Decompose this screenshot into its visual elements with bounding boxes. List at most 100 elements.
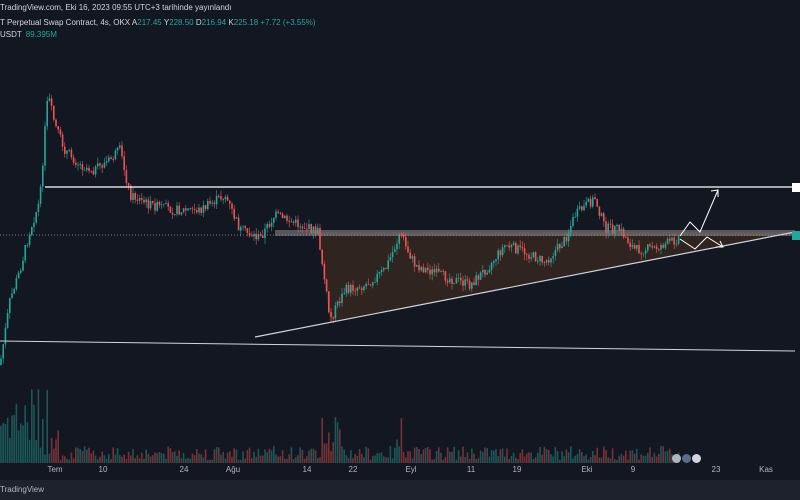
time-tick: 14 [302,465,312,474]
volume-bar [24,405,26,463]
time-tick: 9 [630,465,636,474]
flag-icon[interactable] [682,454,691,464]
volume-bar [64,456,66,463]
candle-body [405,237,407,247]
candle-body [587,198,590,203]
candle-body [653,246,656,248]
volume-bar [321,417,323,463]
candle-body [363,286,365,291]
candle-body [354,290,356,292]
volume-bar [418,448,420,463]
candle-body [523,248,526,255]
candle-body [616,224,618,227]
volume-bar [468,458,471,463]
volume-bar [554,447,557,463]
ohlc-high: Y228.50 [163,18,194,27]
volume-bar [53,448,55,463]
ohlc-close: K225.18 [228,18,259,27]
volume-bar [510,456,513,463]
candle-body [132,193,134,201]
candle-body [253,233,255,237]
event-flags[interactable] [672,450,702,468]
candle-body [576,208,579,217]
volume-bar [488,456,491,463]
volume-bar [576,454,579,463]
volume-bar [545,449,548,463]
volume-bar [86,449,88,463]
candle-body [455,277,458,284]
candle-body [550,258,552,263]
volume-bar [50,438,53,463]
volume-bar [248,447,251,463]
volume-bar [471,448,473,463]
volume-bar [39,447,42,463]
time-axis[interactable]: Tem 10 24 Ağu 14 22 Eyl 11 19 Eki 9 23 K… [0,463,800,477]
candle-body [48,98,51,101]
volume-bar [303,458,306,463]
candle-body [504,245,506,248]
volume-bar [75,447,77,463]
volume-bar [119,455,121,463]
volume-bar [178,450,180,463]
candle-body [328,291,330,313]
volume-bar [202,457,205,463]
candle-body [299,226,301,228]
volume-bar [444,457,447,463]
candle-body [130,185,132,201]
flag-icon[interactable] [692,454,701,464]
flag-icon[interactable] [672,454,681,464]
candle-body [301,226,304,229]
volume-bar [156,453,158,463]
candle-body [488,269,491,273]
candle-body [378,271,381,274]
time-tick: 24 [179,465,189,474]
volume-bar [116,448,119,463]
candle-body [396,243,398,250]
candle-body [295,219,297,223]
volume-bar [532,459,535,463]
volume-bar [281,450,284,463]
volume-bar [332,442,334,463]
volume-legend[interactable]: USDT 89.395M [0,30,57,39]
candle-body [578,206,581,209]
tradingview-brand: TradingView [0,485,45,494]
candle-body [44,126,46,166]
projection-arrow-sideways [679,236,724,250]
volume-bar [90,453,92,463]
volume-bar [352,458,354,463]
volume-bar [358,449,361,463]
volume-bar [416,447,418,463]
volume-bar [563,456,565,463]
candle-body [171,212,174,215]
volume-bar [361,454,363,463]
candle-body [237,217,240,231]
candle-body [583,205,585,211]
volume-bar [99,456,101,463]
volume-bar [319,457,321,463]
volume-bar [365,446,367,463]
volume-bar [508,459,510,463]
candle-body [59,129,62,135]
candle-body [222,198,224,200]
candle-body [468,280,471,289]
volume-bar [539,446,541,463]
candle-body [317,227,319,235]
volume-bar [521,449,524,463]
candle-body [286,215,288,221]
volume-bar [625,450,627,463]
candle-body [660,245,662,250]
volume-bar [574,455,576,463]
symbol-legend[interactable]: T Perpetual Swap Contract, 4s, OKX A217.… [0,18,316,27]
volume-bar [154,452,156,463]
candle-body [658,248,660,250]
volume-bar [405,457,407,463]
symbol-name[interactable]: T Perpetual Swap Contract, 4s, OKX [0,18,131,27]
candle-body [323,264,326,280]
candle-body [664,243,667,248]
candle-body [290,221,293,223]
candle-body [262,235,264,238]
candle-body [556,243,559,251]
volume-bar [653,453,656,463]
candle-body [607,223,609,234]
